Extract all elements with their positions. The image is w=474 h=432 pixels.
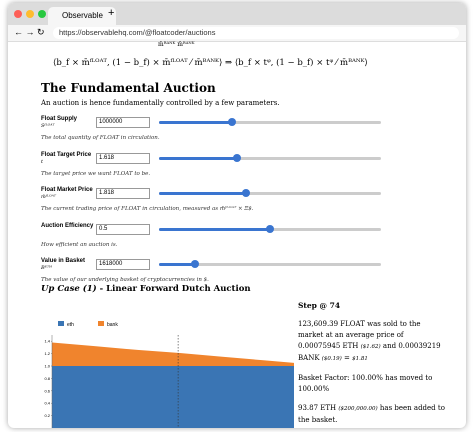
step-text: has been added to the basket.: [298, 404, 445, 424]
param-description: How efficient an auction is.: [41, 241, 118, 248]
step-text: ($1.62): [360, 344, 381, 350]
param-label: Float Target Price: [41, 151, 92, 158]
y-tick-label: 0.4: [44, 401, 50, 406]
step-text: 93.87 ETH: [298, 404, 339, 412]
param-label: Value in Basket: [41, 258, 86, 264]
step-paragraph: Basket Factor: 100.00% has moved to 100.…: [298, 373, 448, 395]
step-panel: Step @ 74 123,609.39 FLOAT was sold to t…: [298, 301, 448, 428]
param-input[interactable]: 1.618: [96, 152, 150, 164]
formula-fragment: m̄ᴮᴬᴺᴷ m̄ᴮᴬᴺᴷ: [158, 41, 195, 48]
step-text: ($200,000.00): [338, 406, 378, 412]
param-symbol: m̄ᶠᴸᴼᴬᵀ: [41, 194, 56, 200]
slider-thumb[interactable]: [266, 224, 274, 233]
param-label: Float Supply: [41, 116, 77, 122]
slider-fill: [159, 263, 195, 266]
step-text: ($0.19): [321, 356, 342, 362]
legend-label: eth: [67, 322, 74, 328]
param-input[interactable]: 1.818: [96, 188, 150, 199]
legend-swatch: [98, 321, 104, 326]
step-text: and 0.00039219 BANK: [298, 342, 441, 362]
y-tick-label: 0.2: [44, 413, 50, 418]
y-tick-label: 1.4: [44, 339, 50, 344]
step-paragraph: 123,609.39 FLOAT was sold to the market …: [298, 319, 448, 365]
slider-fill: [159, 121, 233, 124]
param-description: The total quantity of FLOAT in circulati…: [41, 135, 160, 141]
param-input[interactable]: 1000000: [96, 117, 150, 128]
param-symbol: t: [41, 158, 44, 165]
nav-buttons[interactable]: ← → ↻: [14, 27, 45, 37]
slider-track: [159, 192, 381, 195]
new-tab-button[interactable]: +: [108, 7, 115, 19]
step-text: 123,609.39 FLOAT was sold to the market …: [298, 320, 421, 350]
slider-track: [159, 121, 381, 124]
param-description: The current trading price of FLOAT in ci…: [41, 206, 254, 212]
slider-fill: [159, 227, 270, 231]
param-description: The value of our underlying basket of cr…: [41, 277, 209, 283]
step-paragraph: 93.87 ETH ($200,000.00) has been added t…: [298, 403, 448, 426]
slider-track: [159, 156, 381, 160]
section-emph: Up Case (1): [41, 284, 97, 294]
param: Float Target Price t 1.618 The target price…: [41, 152, 441, 182]
param-input[interactable]: 1618000: [96, 259, 150, 270]
y-tick-label: 0.6: [44, 388, 50, 393]
intro: An auction is hence fundamentally contro…: [41, 99, 280, 107]
slider-thumb[interactable]: [232, 153, 241, 162]
slider-fill: [159, 156, 237, 160]
area: [52, 366, 294, 428]
param-symbol: Sᶠᴸᴼᴬᵀ: [41, 123, 55, 129]
step-text: Basket Factor: 100.00% has moved to 100.…: [298, 374, 433, 393]
address-bar: ← → ↻ https://observablehq.com/@floatcod…: [8, 25, 466, 42]
param: Float Supply Sᶠᴸᴼᴬᵀ 1000000 The total quant…: [41, 116, 441, 146]
section-title: Up Case (1) - Linear Forward Dutch Aucti…: [41, 284, 251, 294]
param-description: The target price we want FLOAT to be.: [41, 170, 151, 177]
heading: The Fundamental Auction: [41, 81, 216, 95]
url-field[interactable]: https://observablehq.com/@floatcoder/auc…: [53, 27, 459, 39]
legend-label: bank: [107, 322, 118, 328]
maximize-button[interactable]: [38, 10, 46, 18]
tab[interactable]: Observable: [48, 7, 116, 25]
param-symbol: Bᴱᵀᴴ: [41, 265, 52, 271]
area: [52, 342, 294, 366]
param-label: Auction Efficiency: [41, 222, 94, 229]
step-title: Step @ 74: [298, 301, 341, 310]
browser-window: Observable + ← → ↻ https://observablehq.…: [8, 3, 466, 428]
chart: eth bank 0.2 0.4 0.6 0.8 1.0 1.2 1.4: [44, 321, 294, 428]
tab-bar: Observable +: [8, 3, 466, 25]
legend-swatch: [58, 321, 64, 326]
param: Value in Basket Bᴱᵀᴴ 1618000 The value of o…: [41, 258, 441, 288]
param-input[interactable]: 0.5: [96, 223, 150, 235]
slider-thumb[interactable]: [241, 189, 250, 197]
slider-track: [159, 263, 381, 266]
slider-thumb[interactable]: [190, 260, 199, 268]
minimize-button[interactable]: [26, 10, 34, 18]
step-text: $1.81: [352, 356, 368, 362]
param: Auction Efficiency 0.5 How efficient an au…: [41, 223, 441, 253]
formula: ⟨b_f × m̄ᶠᴸᴼᴬᵀ, (1 − b_f) × m̄ᶠᴸᴼᴬᵀ ⁄ m̄…: [53, 58, 368, 68]
y-tick-label: 1.2: [44, 351, 50, 356]
y-tick-label: 0.8: [44, 376, 50, 381]
section-rest: - Linear Forward Dutch Auction: [96, 284, 251, 294]
step-text: =: [341, 354, 353, 362]
y-tick-label: 1.0: [44, 364, 50, 369]
slider-thumb[interactable]: [228, 118, 237, 126]
param: Float Market Price m̄ᶠᴸᴼᴬᵀ 1.818 The curren…: [41, 187, 441, 217]
close-button[interactable]: [14, 10, 22, 18]
param-label: Float Market Price: [41, 187, 93, 193]
slider-fill: [159, 192, 246, 195]
